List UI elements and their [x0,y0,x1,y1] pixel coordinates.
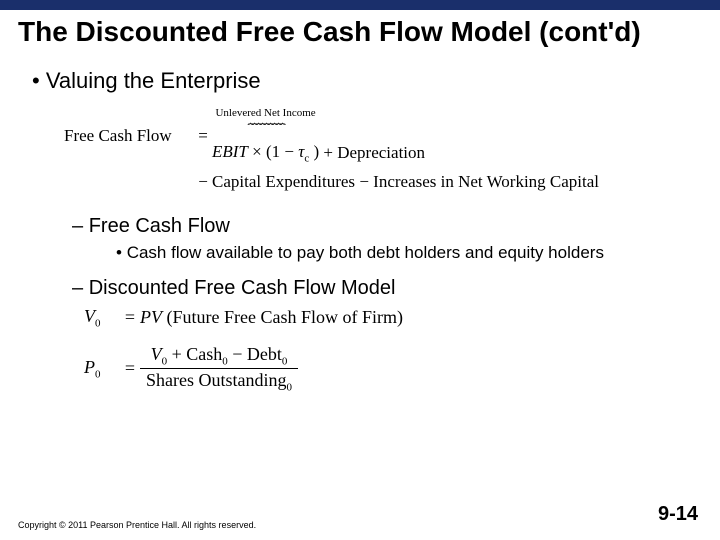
capex: Capital Expenditures [212,172,359,191]
plus-depreciation: + Depreciation [319,143,425,162]
num-plus-cash: + Cash [167,344,222,364]
den-sub: 0 [286,382,292,394]
slide-body: Valuing the Enterprise Free Cash Flow = … [0,52,720,394]
v0-v: V [84,306,95,326]
fcf-equation: Free Cash Flow = Unlevered Net Income ⏞⏞… [64,104,696,197]
num-minus-debt: − Debt [228,344,282,364]
ebit-expr: EBIT × (1 − τc ) [212,138,319,168]
v0-sub: 0 [95,318,101,330]
minus2: − [359,172,369,191]
fcf-lhs: Free Cash Flow [64,122,194,151]
overbrace-ebit: Unlevered Net Income ⏞⏞⏞⏞⏞⏞⏞⏞⏞ EBIT × (1… [212,104,319,168]
ebit: EBIT [212,142,248,161]
slide: The Discounted Free Cash Flow Model (con… [0,0,720,540]
num-debt-sub: 0 [282,355,288,367]
p0-fraction: V0 + Cash0 − Debt0 Shares Outstanding0 [140,344,298,394]
close-paren: ) [309,142,319,161]
p0-num: V0 + Cash0 − Debt0 [140,344,298,370]
nwc: Increases in Net Working Capital [373,172,599,191]
top-bar [0,0,720,10]
p0-sub: 0 [95,369,101,381]
v0-row: V0 = PV (Future Free Cash Flow of Firm) [84,306,696,330]
title-area: The Discounted Free Cash Flow Model (con… [0,10,720,52]
fcf-eq-row1: Free Cash Flow = Unlevered Net Income ⏞⏞… [64,104,696,168]
p0-row: P0 = V0 + Cash0 − Debt0 Shares Outstandi… [84,344,696,394]
pv-rest: (Future Free Cash Flow of Firm) [162,307,403,327]
num-v: V [151,344,162,364]
bullet-dfcf: Discounted Free Cash Flow Model [72,277,696,300]
fcf-rhs2: Capital Expenditures − Increases in Net … [212,168,599,197]
overbrace-glyph: ⏞⏞⏞⏞⏞⏞⏞⏞⏞ [212,121,319,138]
bullet-valuing: Valuing the Enterprise [32,68,696,94]
bullet-fcf-def: Cash flow available to pay both debt hol… [116,242,696,263]
slide-title: The Discounted Free Cash Flow Model (con… [18,16,702,48]
eq-equals: = [194,122,212,151]
den-shares: Shares Outstanding [146,370,286,390]
p0-den: Shares Outstanding0 [140,369,298,394]
minus1: − [194,168,212,197]
fcf-rhs: Unlevered Net Income ⏞⏞⏞⏞⏞⏞⏞⏞⏞ EBIT × (1… [212,104,425,168]
copyright-footer: Copyright © 2011 Pearson Prentice Hall. … [18,520,256,530]
pv: PV [140,307,162,327]
v0-lhs: V0 [84,306,120,330]
valuation-equations: V0 = PV (Future Free Cash Flow of Firm) … [84,306,696,394]
v0-rhs: PV (Future Free Cash Flow of Firm) [140,307,403,328]
fcf-eq-row2: − Capital Expenditures − Increases in Ne… [64,168,696,197]
p0-eq: = [120,358,140,379]
times-part: × (1 − [248,142,298,161]
bullet-fcf: Free Cash Flow [72,215,696,238]
p0-p: P [84,357,95,377]
v0-eq: = [120,307,140,328]
p0-lhs: P0 [84,357,120,381]
slide-number: 9-14 [658,503,698,526]
